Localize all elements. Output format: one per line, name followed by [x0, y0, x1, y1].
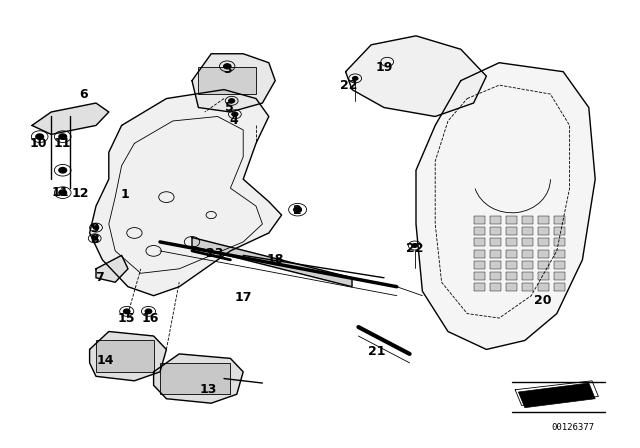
Bar [522, 261, 533, 269]
Bar [490, 227, 501, 235]
Text: 7: 7 [95, 271, 104, 284]
Bar [160, 363, 230, 394]
Text: 16: 16 [141, 312, 159, 326]
Polygon shape [90, 90, 282, 296]
Circle shape [124, 309, 130, 314]
Bar [538, 250, 549, 258]
Bar [554, 238, 565, 246]
Text: 21: 21 [367, 345, 385, 358]
Bar [554, 283, 565, 291]
Circle shape [294, 207, 301, 212]
Bar [506, 216, 517, 224]
Text: 4: 4 [229, 114, 238, 128]
Text: 6: 6 [79, 87, 88, 101]
Bar [490, 238, 501, 246]
Bar [522, 227, 533, 235]
Bar [506, 250, 517, 258]
Bar [506, 261, 517, 269]
Bar [474, 283, 485, 291]
Bar [538, 238, 549, 246]
Bar [506, 238, 517, 246]
Text: 10: 10 [29, 137, 47, 150]
Text: 11: 11 [54, 137, 72, 150]
Bar [538, 227, 549, 235]
Bar [554, 261, 565, 269]
Bar [474, 238, 485, 246]
Text: 12: 12 [71, 187, 89, 200]
Text: 22: 22 [406, 242, 424, 255]
Text: 17: 17 [234, 291, 252, 305]
Circle shape [145, 309, 152, 314]
Bar [474, 250, 485, 258]
Polygon shape [416, 63, 595, 349]
Polygon shape [192, 54, 275, 112]
Text: 15: 15 [118, 311, 136, 325]
Circle shape [59, 168, 67, 173]
Text: 1: 1 [120, 188, 129, 202]
Bar [490, 272, 501, 280]
Bar [522, 238, 533, 246]
Bar [96, 340, 154, 372]
Text: 22: 22 [340, 78, 358, 92]
Text: 19: 19 [375, 60, 393, 74]
Bar [554, 272, 565, 280]
Text: 8: 8 [90, 233, 99, 246]
Polygon shape [96, 255, 128, 282]
Polygon shape [154, 354, 243, 403]
Circle shape [412, 244, 417, 247]
Polygon shape [346, 36, 486, 116]
Bar [474, 227, 485, 235]
Bar [198, 67, 256, 94]
Text: 13: 13 [199, 383, 217, 396]
Bar [474, 272, 485, 280]
Bar [522, 216, 533, 224]
Text: 14: 14 [97, 354, 115, 367]
Text: 5: 5 [225, 101, 234, 114]
Circle shape [93, 226, 99, 229]
Text: 00126377: 00126377 [551, 423, 595, 432]
Text: 11: 11 [52, 186, 70, 199]
Polygon shape [32, 103, 109, 134]
Circle shape [353, 77, 358, 80]
Bar [538, 216, 549, 224]
Text: 3: 3 [223, 63, 232, 76]
Circle shape [228, 99, 235, 103]
Bar [538, 261, 549, 269]
Bar [490, 250, 501, 258]
Bar [538, 272, 549, 280]
Bar [538, 283, 549, 291]
Bar [522, 283, 533, 291]
Bar [506, 227, 517, 235]
Bar [474, 261, 485, 269]
Bar [506, 272, 517, 280]
Circle shape [36, 134, 44, 139]
Bar [474, 216, 485, 224]
Circle shape [59, 190, 67, 195]
Bar [506, 283, 517, 291]
Bar [490, 216, 501, 224]
Circle shape [59, 134, 67, 139]
Bar [522, 250, 533, 258]
Text: 20: 20 [534, 293, 552, 307]
Bar [490, 283, 501, 291]
Polygon shape [518, 383, 595, 408]
Circle shape [232, 112, 238, 116]
Text: 23: 23 [205, 246, 223, 260]
Bar [554, 216, 565, 224]
Bar [554, 250, 565, 258]
Bar [554, 227, 565, 235]
Bar [490, 261, 501, 269]
Polygon shape [90, 332, 166, 381]
Polygon shape [192, 237, 352, 287]
Circle shape [223, 64, 231, 69]
Text: 18: 18 [266, 253, 284, 267]
Text: 9: 9 [90, 222, 99, 235]
Circle shape [92, 237, 97, 240]
Text: 2: 2 [293, 204, 302, 217]
Bar [522, 272, 533, 280]
